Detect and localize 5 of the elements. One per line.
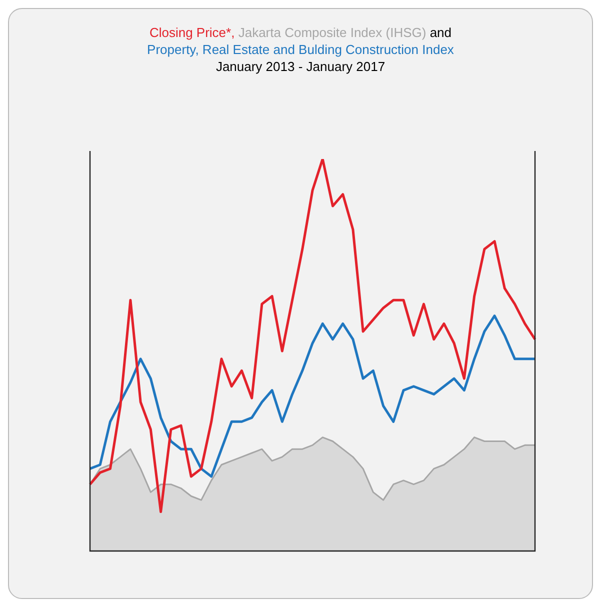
text: Jakarta Composite Index (IHSG) [238,25,426,40]
chart-title: January 2013 - January 2017 [214,58,386,75]
legend-title: and [430,25,452,40]
text: Closing Price*, [149,25,235,40]
text: Property, Real Estate and Bulding Construction Index [147,42,454,57]
